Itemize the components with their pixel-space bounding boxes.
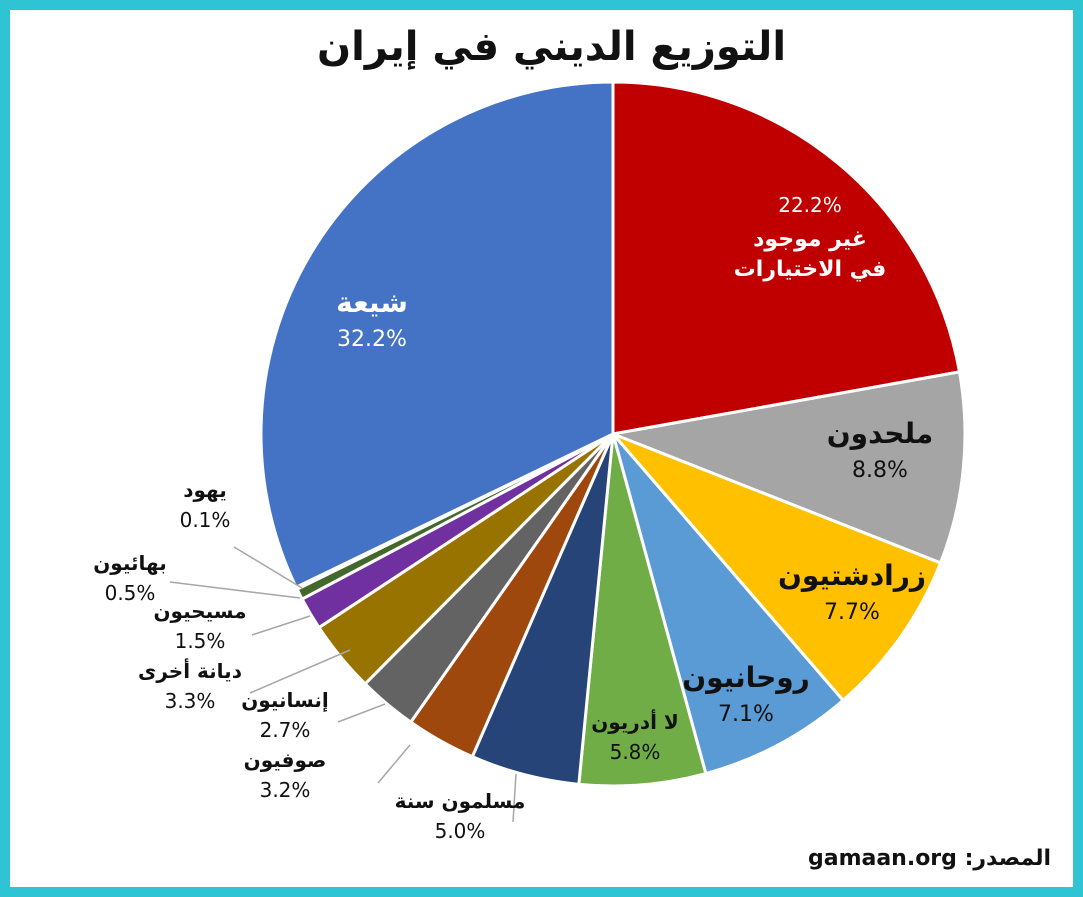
slice-percentage: 1.5% — [175, 629, 226, 653]
pie-slice — [577, 433, 708, 788]
pie-slice — [607, 370, 967, 565]
leader-line — [337, 703, 386, 723]
source-credit: المصدر: gamaan.org — [808, 846, 1051, 871]
slice-percentage: 0.5% — [105, 581, 156, 605]
slice-label: بهائيون 0.5% — [93, 551, 301, 605]
slice-name: إنسانيون — [241, 688, 329, 712]
slice-name: مسلمون سنة — [395, 789, 526, 813]
slice-percentage: 32.2% — [337, 327, 407, 352]
slice-percentage: 22.2% — [778, 193, 842, 217]
slice-percentage: 5.8% — [610, 740, 661, 764]
slice-percentage: 7.1% — [718, 702, 774, 727]
slice-name: بهائيون — [93, 551, 167, 575]
slice-name: غير موجود في الاختيارات — [734, 227, 887, 282]
slice-label: مسلمون سنة 5.0% — [395, 773, 526, 843]
slice-label: شيعة 32.2% — [336, 286, 408, 352]
slice-name: ملحدون — [827, 417, 933, 450]
slice-percentage: 5.0% — [435, 819, 486, 843]
slice-label: إنسانيون 2.7% — [241, 688, 386, 742]
slice-label: صوفيون 3.2% — [244, 744, 411, 802]
slice-name: ديانة أخرى — [138, 657, 242, 683]
slice-percentage: 7.7% — [824, 600, 880, 625]
chart-title: التوزيع الديني في إيران — [316, 24, 787, 70]
source-url: gamaan.org — [807, 846, 957, 871]
leader-line — [377, 744, 411, 784]
slice-percentage: 0.1% — [180, 508, 231, 532]
pie-slice — [611, 433, 846, 776]
slice-name: زرادشتيون — [778, 559, 926, 592]
leader-line — [233, 546, 303, 589]
slice-label: يهود 0.1% — [180, 478, 303, 589]
leader-line — [249, 649, 351, 694]
slice-percentage: 3.3% — [165, 689, 216, 713]
slice-percentage: 2.7% — [260, 718, 311, 742]
leader-line — [512, 773, 517, 823]
slice-name: مسيحيون — [153, 599, 246, 623]
leader-line — [169, 581, 301, 599]
slice-percentage: 8.8% — [852, 458, 908, 483]
slice-name: يهود — [183, 478, 227, 502]
pie-slice — [259, 80, 615, 590]
slice-name: شيعة — [336, 286, 408, 319]
source-label: المصدر: — [964, 846, 1051, 871]
pie-slice — [611, 432, 943, 703]
slice-label: ديانة أخرى 3.3% — [138, 649, 351, 713]
slice-name: لا أدريون — [591, 708, 679, 734]
pie-chart: 22.2% غير موجود في الاختيارات ملحدون 8.8% زرا… — [93, 80, 967, 843]
slice-label: لا أدريون 5.8% — [591, 708, 679, 764]
slice-name: روحانيون — [682, 661, 810, 694]
leader-line — [251, 615, 311, 636]
pie-slice — [611, 80, 962, 436]
slice-label: مسيحيون 1.5% — [153, 599, 311, 653]
slice-name: صوفيون — [244, 748, 327, 772]
slice-percentage: 3.2% — [260, 778, 311, 802]
slice-label: زرادشتيون 7.7% — [778, 559, 926, 625]
slice-label: ملحدون 8.8% — [827, 417, 933, 483]
slice-label: 22.2% غير موجود في الاختيارات — [734, 193, 887, 282]
slice-label: روحانيون 7.1% — [682, 661, 810, 727]
